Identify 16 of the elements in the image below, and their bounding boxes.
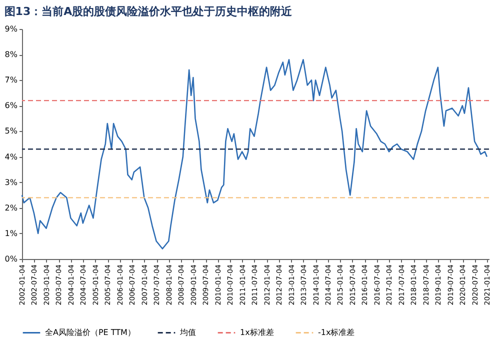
y-tick-label: 9% (4, 24, 18, 34)
legend-label: 均值 (179, 328, 196, 337)
y-tick-label: 4% (4, 152, 18, 162)
legend-label: 1x标准差 (240, 328, 274, 337)
y-tick-label: 1% (4, 228, 18, 238)
y-tick-label: 6% (4, 101, 18, 110)
chart-title: 图13：当前A股的股债风险溢价水平也处于历史中枢的附近 (4, 5, 294, 18)
line-series (21, 59, 488, 250)
y-tick-label: 2% (4, 203, 18, 212)
y-tick-label: 3% (4, 178, 18, 187)
legend-label: 全A风险溢价（PE TTM） (45, 328, 136, 337)
y-tick-label: 7% (4, 76, 18, 85)
y-tick-label: 0% (4, 254, 18, 264)
y-tick-label: 5% (4, 126, 18, 136)
y-tick-label: 8% (4, 50, 18, 60)
legend-label: -1x标准差 (318, 328, 355, 337)
